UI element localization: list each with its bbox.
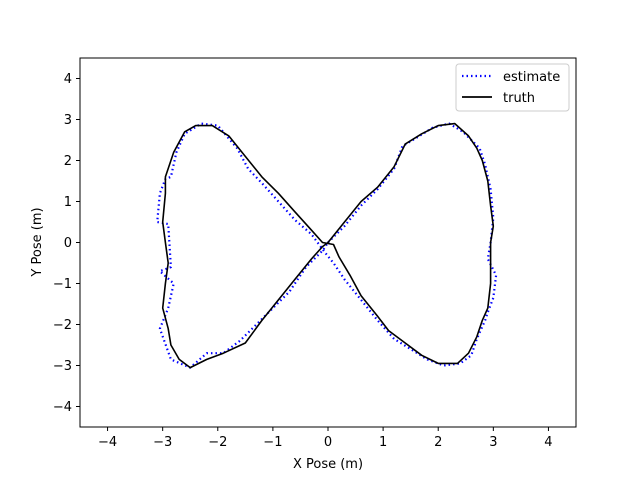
x-tick-label: 2 bbox=[434, 435, 442, 450]
series-layer bbox=[156, 122, 498, 369]
y-tick-label: −1 bbox=[53, 277, 72, 292]
x-tick-label: −4 bbox=[98, 435, 117, 450]
y-axis-label: Y Pose (m) bbox=[30, 207, 45, 277]
x-tick-label: 3 bbox=[489, 435, 497, 450]
x-tick-label: 1 bbox=[379, 435, 387, 450]
x-tick-label: 0 bbox=[324, 435, 332, 450]
x-axis-ticks: −4 −3 −2 −1 0 1 2 3 4 bbox=[98, 427, 553, 450]
legend-truth-label: truth bbox=[503, 91, 535, 106]
legend-estimate-label: estimate bbox=[503, 70, 560, 85]
series-line-truth bbox=[161, 122, 495, 369]
y-axis-ticks: −4 −3 −2 −1 0 1 2 3 4 bbox=[53, 72, 80, 415]
y-tick-label: −3 bbox=[53, 359, 72, 374]
y-tick-label: 1 bbox=[64, 195, 72, 210]
series-line-estimate bbox=[156, 122, 498, 369]
x-tick-label: −2 bbox=[208, 435, 227, 450]
x-tick-label: −1 bbox=[263, 435, 282, 450]
y-tick-label: 0 bbox=[64, 236, 72, 251]
y-tick-label: −4 bbox=[53, 400, 72, 415]
legend-box bbox=[455, 63, 570, 112]
y-tick-label: −2 bbox=[53, 318, 72, 333]
legend: estimate truth bbox=[455, 63, 570, 112]
x-tick-label: −3 bbox=[153, 435, 172, 450]
x-tick-label: 4 bbox=[544, 435, 552, 450]
x-axis-label: X Pose (m) bbox=[293, 457, 363, 472]
y-tick-label: 4 bbox=[64, 72, 72, 87]
y-tick-label: 3 bbox=[64, 113, 72, 128]
y-tick-label: 2 bbox=[64, 154, 72, 169]
